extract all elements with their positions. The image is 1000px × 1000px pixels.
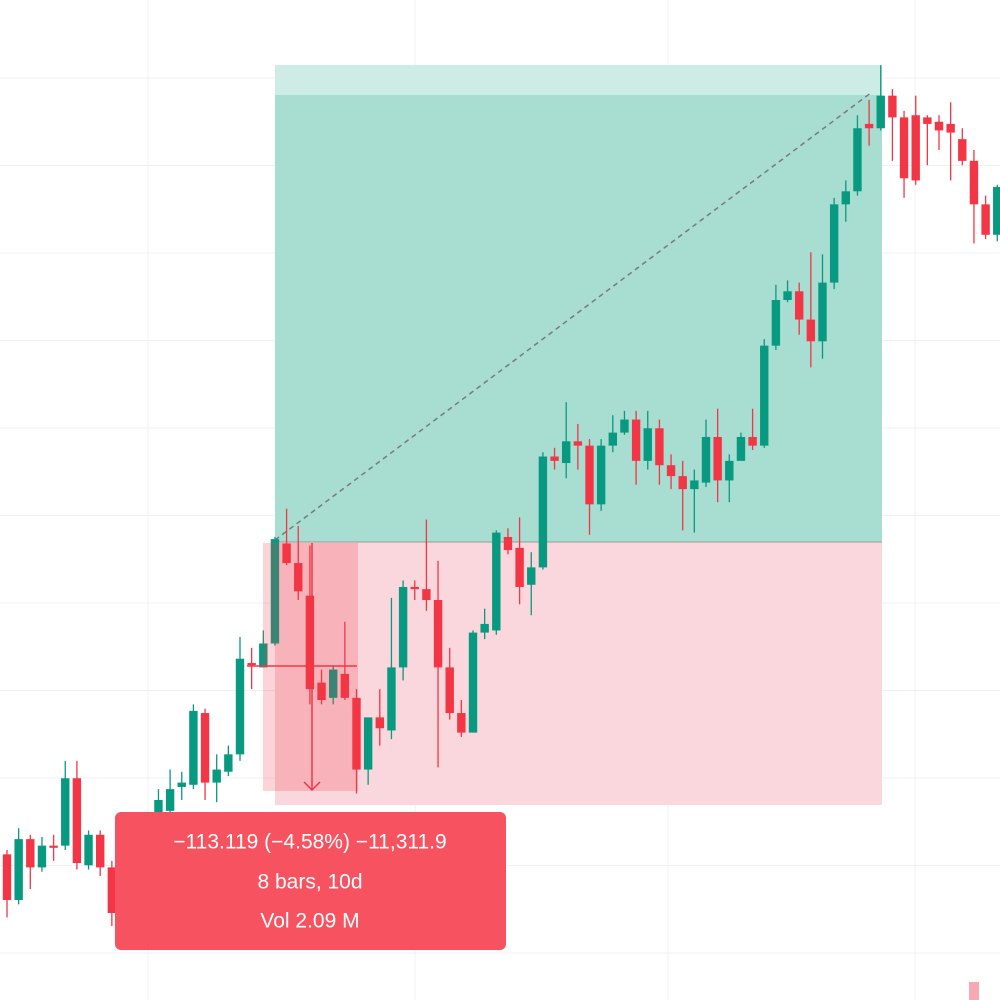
candle-body (643, 428, 652, 461)
candle-body (666, 465, 676, 477)
candle-body (363, 717, 373, 770)
candle-body (550, 456, 559, 461)
tooltip: −113.119 (−4.58%) −11,311.9 8 bars, 10d … (115, 812, 506, 950)
tooltip-box (115, 812, 506, 950)
candle-body (864, 123, 874, 129)
candle-body (899, 117, 909, 179)
candle-body (375, 717, 384, 729)
candle-body (562, 441, 571, 464)
candle-body (888, 95, 897, 118)
candle-body (49, 845, 58, 848)
candle-body (224, 754, 233, 772)
candle-body (690, 480, 699, 490)
candle-body (829, 204, 839, 283)
candle-body (317, 682, 326, 700)
candle-body (165, 789, 175, 811)
measure-arrow (303, 781, 321, 792)
candle-body (282, 543, 291, 564)
candle-body (26, 839, 35, 868)
candle-body (305, 595, 315, 690)
candle-body (783, 291, 792, 300)
candle-body (806, 319, 816, 342)
volume-bar (969, 982, 979, 1000)
candle-body (923, 117, 932, 124)
candle-body (200, 713, 210, 783)
candle-body (433, 600, 443, 668)
profit-zone (275, 95, 882, 542)
candle-body (189, 710, 198, 785)
candle-body (247, 663, 256, 666)
candle-body (981, 204, 990, 235)
candles (2, 65, 1000, 927)
trend-dashed-line (274, 91, 873, 541)
candle-body (678, 476, 687, 490)
candle-body (96, 834, 105, 868)
candle-body (596, 445, 606, 505)
candle-body (14, 839, 23, 900)
candle-body (2, 854, 12, 900)
candle-body (259, 643, 268, 668)
candle-body (946, 123, 955, 133)
tooltip-line: −113.119 (−4.58%) −11,311.9 (173, 831, 446, 854)
candle-body (410, 586, 419, 590)
candle-body (969, 160, 979, 205)
candle-body (608, 432, 617, 446)
candle-body (748, 436, 757, 446)
candle-body (340, 673, 350, 698)
candle-body (422, 589, 431, 600)
tooltip-line: 8 bars, 10d (257, 871, 362, 894)
candle-body (818, 282, 827, 342)
candle-body (573, 441, 583, 446)
candle-body (736, 436, 746, 461)
candle-body (853, 128, 862, 192)
candle-body (515, 547, 524, 587)
candle-body (655, 428, 664, 466)
candle-body (841, 191, 850, 205)
candle-body (107, 867, 117, 914)
candle-body (84, 834, 93, 866)
candle-body (72, 778, 82, 864)
candle-body (631, 419, 641, 461)
candle-body (538, 456, 548, 568)
tooltip-line: Vol 2.09 M (260, 910, 359, 933)
candle-body (398, 586, 408, 668)
candle-body (503, 536, 513, 550)
candle-body (795, 291, 804, 320)
candle-body (725, 460, 734, 481)
candle-body (212, 769, 221, 783)
candle-body (771, 300, 781, 346)
candle-body (958, 139, 967, 161)
candle-body (329, 669, 338, 698)
measure-box (263, 543, 358, 791)
measure-tool (247, 543, 358, 792)
candle-body (457, 713, 466, 733)
candle-body (934, 121, 944, 131)
candle-body (585, 445, 594, 505)
candle-body (154, 800, 163, 818)
candle-body (911, 115, 920, 181)
candle-body (701, 436, 711, 483)
candle-body (61, 778, 70, 846)
candle-body (445, 667, 454, 714)
candle-body (468, 632, 478, 733)
candle-body (760, 345, 769, 446)
candle-body (993, 186, 1000, 235)
target-label-band (275, 65, 882, 95)
position-tool (274, 65, 882, 805)
candle-body (620, 419, 629, 433)
loss-zone (275, 542, 882, 805)
candle-body (37, 845, 47, 868)
candle-body (352, 697, 361, 770)
candle-body (876, 95, 885, 129)
candle-body (235, 658, 245, 755)
candle-body (270, 539, 280, 644)
candle-body (480, 623, 489, 633)
candle-body (527, 567, 536, 585)
candle-body (713, 436, 722, 481)
candle-body (177, 782, 186, 787)
candle-body (387, 667, 396, 731)
candle-body (492, 532, 501, 631)
candle-body (294, 563, 303, 592)
